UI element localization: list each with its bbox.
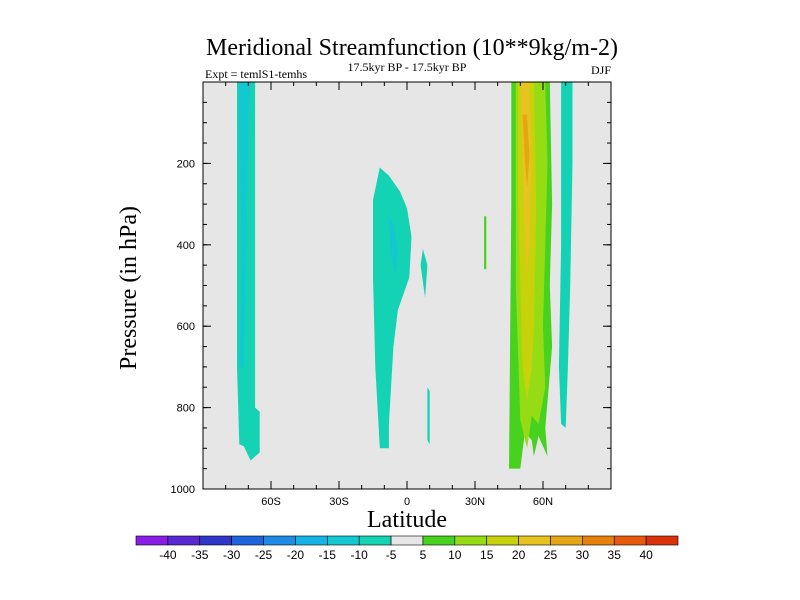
colorbar-label: -35	[191, 548, 209, 562]
contour-nh-thin-line	[484, 216, 487, 270]
y-axis-label: Pressure (in hPa)	[116, 206, 142, 370]
colorbar-swatch	[390, 535, 424, 546]
y-tick-label: 600	[177, 321, 195, 333]
contour-nh-polar-cell	[558, 82, 573, 428]
colorbar-swatch	[199, 535, 232, 546]
y-tick-label: 400	[177, 240, 195, 252]
left-label: Expt = temlS1-temhs	[205, 67, 307, 81]
plot-area: 60S 30S 0 30N 60N 200 400 600 800 1000	[171, 81, 612, 508]
colorbar-swatch	[454, 535, 488, 546]
colorbar-swatch	[550, 535, 583, 546]
contour-eq-blob-a	[420, 248, 428, 298]
contour-nh-midlat-core-30	[522, 114, 530, 188]
x-tick-label: 60S	[261, 496, 281, 508]
colorbar-swatch	[645, 535, 679, 546]
colorbar-swatch	[295, 535, 328, 546]
colorbar-label: 30	[576, 548, 590, 562]
colorbar-swatch	[613, 535, 647, 546]
colorbar-label: -30	[223, 548, 241, 562]
axis-ticks: 60S 30S 0 30N 60N 200 400 600 800 1000	[171, 82, 611, 508]
chart-subtitle: 17.5kyr BP - 17.5kyr BP	[348, 60, 467, 74]
colorbar-label: -20	[287, 548, 305, 562]
x-tick-label: 60N	[533, 496, 553, 508]
colorbar-swatch	[486, 535, 519, 546]
colorbar-swatch	[422, 535, 456, 546]
y-tick-label: 200	[177, 158, 195, 170]
colorbar-swatch	[326, 535, 360, 546]
colorbar-label: 5	[420, 548, 427, 562]
x-tick-label: 30S	[329, 496, 349, 508]
colorbar-label: -40	[159, 548, 177, 562]
contour-nh-midlat-core-25	[520, 82, 532, 278]
colorbar-label: 20	[512, 548, 526, 562]
contour-tropical-cell	[373, 167, 412, 449]
contour-tropical-core	[388, 216, 398, 274]
colorbar-swatch	[231, 535, 264, 546]
colorbar-label: 25	[544, 548, 558, 562]
colorbar-swatch	[518, 535, 551, 546]
colorbar-swatch	[582, 535, 615, 546]
colorbar-label: 10	[448, 548, 462, 562]
colorbar-label: 15	[480, 548, 494, 562]
contour-regions	[237, 82, 573, 469]
colorbar-label: 40	[639, 548, 653, 562]
colorbar-swatch	[358, 535, 392, 546]
contour-eq-blob-b	[427, 387, 430, 445]
x-tick-label: 30N	[465, 496, 485, 508]
contour-sh-high-lat-core	[239, 82, 251, 367]
y-tick-label: 800	[177, 403, 195, 415]
colorbar-swatch	[167, 535, 201, 546]
right-label: DJF	[591, 63, 611, 77]
colorbar-swatch	[135, 535, 169, 546]
colorbar: -40 -35 -30 -25 -20 -15 -10 -5 5 10 15 20 25 30 35 40	[135, 535, 679, 562]
colorbar-label: -25	[255, 548, 273, 562]
x-axis-label: Latitude	[367, 507, 447, 533]
colorbar-label: 35	[608, 548, 622, 562]
chart-title: Meridional Streamfunction (10**9kg/m-2)	[206, 35, 618, 61]
colorbar-label: -5	[386, 548, 397, 562]
colorbar-label: -15	[319, 548, 337, 562]
y-tick-label: 1000	[171, 484, 195, 496]
colorbar-swatch	[263, 535, 296, 546]
colorbar-label: -10	[351, 548, 369, 562]
x-tick-label: 0	[404, 496, 410, 508]
